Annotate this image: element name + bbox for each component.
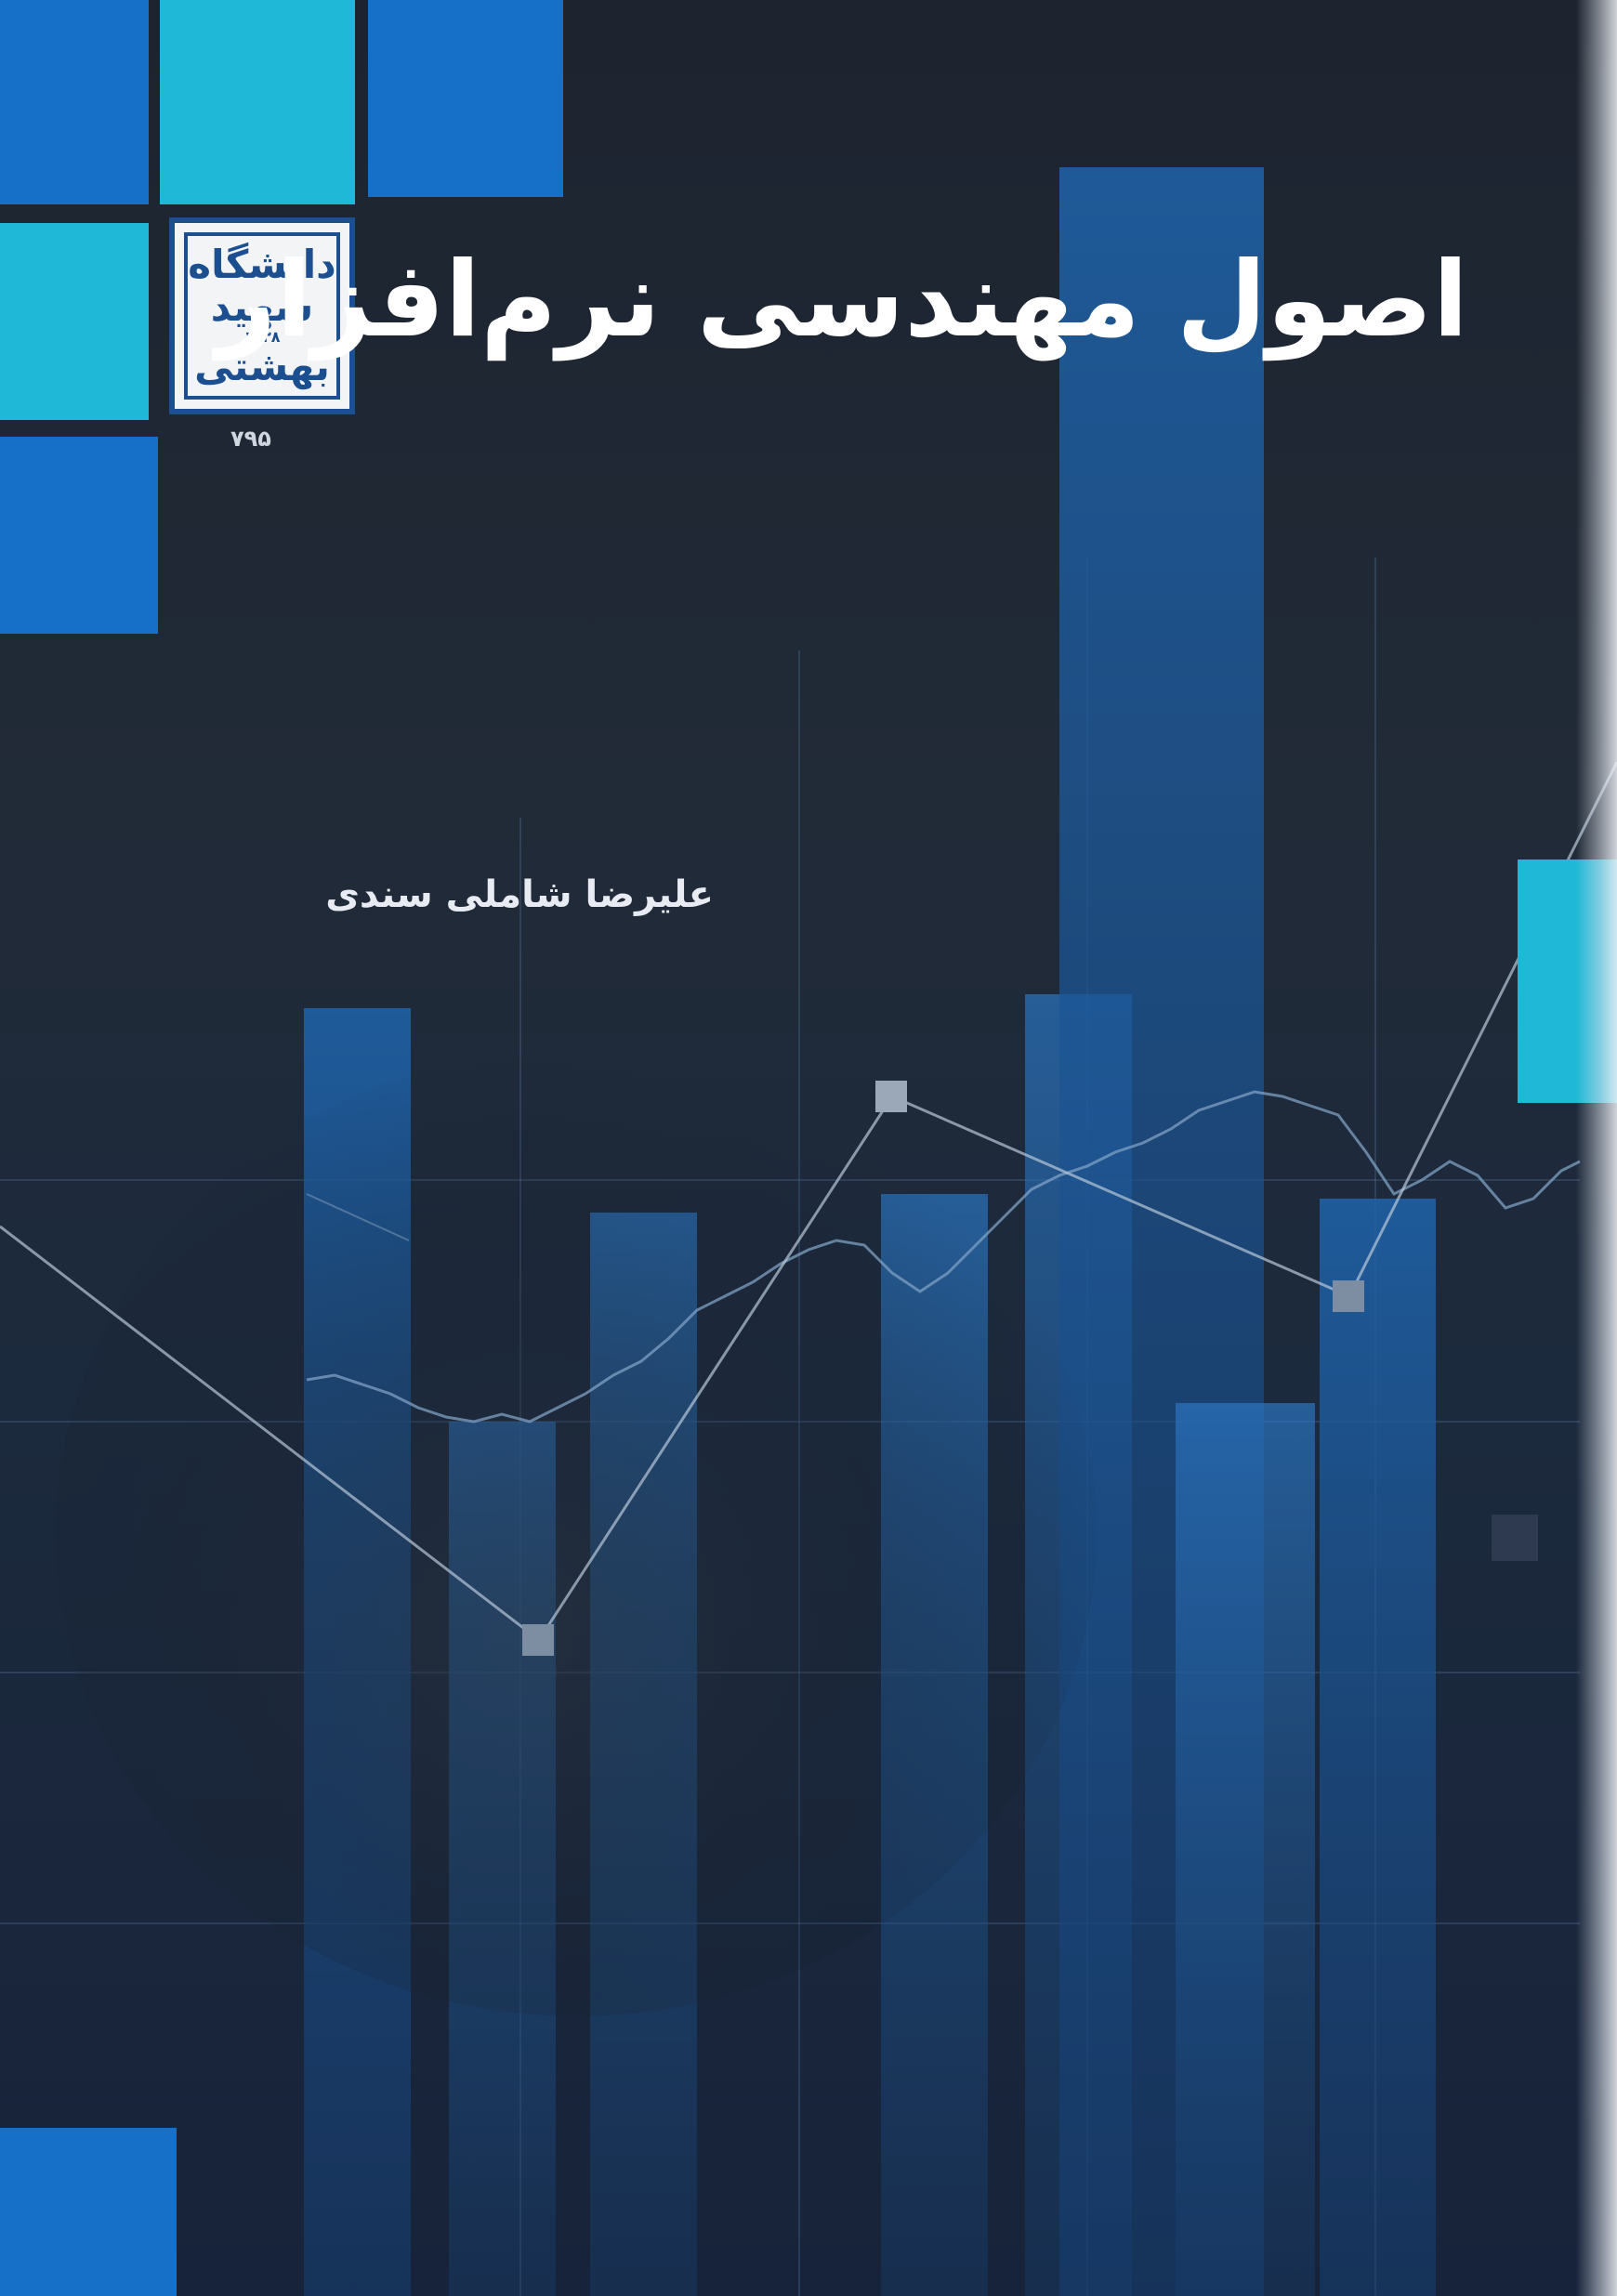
bar-7 [1176, 1403, 1315, 2296]
logo-line-1: دانشگاه [188, 242, 336, 287]
university-logo: دانشگاه شهید ۱۳۳۸ بهشتی [169, 217, 355, 414]
stock-line [306, 1090, 1581, 1424]
background-shadow [56, 1050, 1097, 2016]
tile-bottom-blue [0, 2128, 177, 2296]
marker-2 [875, 1081, 907, 1112]
tile-top-left-blue [0, 0, 149, 204]
tile-top-cyan [160, 0, 355, 204]
marker-3 [1333, 1280, 1364, 1312]
series-number: ۷۹۵ [230, 426, 271, 452]
logo-line-2: شهید [210, 284, 314, 330]
trend-line-faint [306, 1193, 410, 1241]
tile-top-blue-2 [368, 0, 563, 197]
bar-8 [1320, 1199, 1436, 2296]
tile-low-blue [0, 437, 158, 634]
logo-year: ۱۳۳۸ [243, 328, 281, 346]
marker-1 [522, 1624, 554, 1656]
book-title: اصول مهندسی نرم‌افزار [216, 240, 1468, 361]
logo-line-3: بهشتی [194, 344, 330, 389]
marker-4 [1492, 1515, 1538, 1561]
university-logo-frame: دانشگاه شهید ۱۳۳۸ بهشتی [184, 232, 340, 400]
tile-mid-cyan [0, 223, 149, 420]
spine-glare [1576, 0, 1617, 2296]
book-author: علیرضا شاملی سندی [325, 873, 714, 916]
